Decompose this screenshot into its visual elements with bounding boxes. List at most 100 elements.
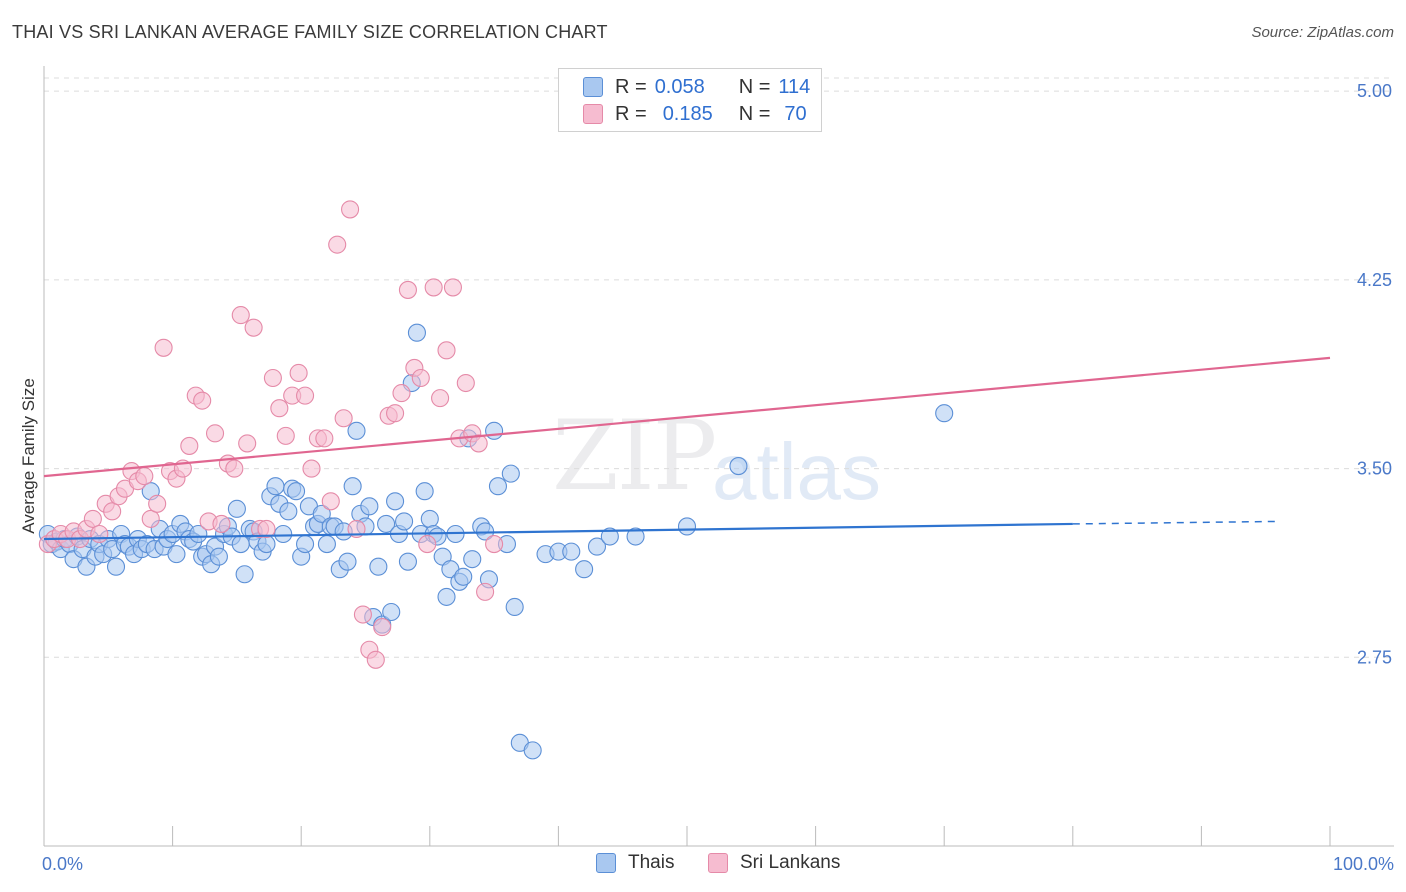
sri-lankan-point: [476, 582, 495, 601]
sri-lankan-point: [302, 459, 321, 478]
thai-point: [287, 482, 306, 501]
legend-n-label: N =: [738, 102, 771, 125]
series-legend-label: Sri Lankans: [740, 852, 841, 873]
thai-point: [106, 557, 126, 576]
thai-point: [209, 547, 228, 566]
sri-lankan-swatch: [583, 104, 603, 124]
thai-point: [227, 499, 246, 518]
sri-lankan-point: [205, 424, 225, 443]
thai-point: [398, 552, 417, 571]
thai-point: [296, 535, 315, 554]
sri-lankan-points: [38, 200, 504, 669]
thai-point: [369, 557, 388, 576]
thai-point: [437, 587, 456, 606]
thai-trend-extension: [1072, 520, 1279, 525]
thai-point: [677, 517, 697, 536]
y-tick-label: 2.75: [1357, 647, 1392, 667]
thai-point: [231, 535, 250, 554]
series-legend: Thais Sri Lankans: [0, 852, 1406, 878]
thai-point: [360, 497, 379, 516]
thai-point: [587, 537, 607, 556]
thai-point: [626, 527, 645, 546]
sri-lankan-point: [485, 535, 504, 554]
thai-point: [407, 323, 426, 342]
thai-swatch: [583, 77, 603, 97]
sri-lankan-point: [398, 280, 417, 299]
trend-lines: [43, 356, 1331, 541]
thai-point: [485, 421, 504, 440]
y-tick-label: 4.25: [1357, 270, 1392, 290]
legend-r-label: R =: [615, 102, 647, 125]
sri-lankan-point: [456, 373, 475, 393]
thai-point: [167, 545, 186, 564]
sri-lankan-point: [334, 409, 353, 428]
y-tick-labels: 5.00 4.25 3.50 2.75: [1357, 81, 1392, 667]
thai-point: [420, 509, 439, 528]
sri-lankan-point: [315, 429, 334, 448]
thai-point: [415, 482, 434, 501]
sri-lankan-point: [373, 618, 392, 637]
thai-point: [382, 602, 401, 622]
sri-lankan-point: [341, 200, 360, 219]
thai-point: [505, 597, 524, 617]
sri-lankan-point: [148, 494, 167, 513]
sri-lankan-point: [90, 524, 109, 544]
legend-n-value: 70: [784, 102, 807, 125]
series-legend-label: Thais: [628, 852, 675, 873]
y-axis-label: Average Family Size: [19, 378, 38, 534]
watermark-zip: ZIP: [552, 400, 717, 512]
thai-point: [347, 421, 366, 440]
sri-lankan-point: [418, 535, 437, 554]
thai-point: [454, 567, 473, 586]
legend-n-label: N =: [738, 75, 771, 98]
sri-lankan-point: [154, 338, 173, 357]
thai-point: [501, 464, 520, 483]
thai-point: [266, 477, 285, 496]
sri-lankan-point: [437, 341, 456, 360]
legend-r-value: 0.185: [662, 102, 713, 125]
x-ticks: [43, 826, 1331, 846]
thai-points: [38, 323, 954, 760]
sri-lankan-point: [366, 650, 385, 669]
thai-trend-line: [43, 522, 1073, 541]
x-tick-label-min: 0.0%: [42, 854, 83, 874]
legend-row-sri-lankans: R = 0.185 N = 70: [583, 102, 807, 126]
legend-row-thais: R = 0.058 N = 114: [583, 75, 810, 99]
thai-point: [235, 565, 254, 584]
thai-point: [463, 550, 482, 569]
thai-point: [377, 514, 396, 533]
sri-lankan-point: [180, 436, 199, 455]
sri-lankan-point: [225, 459, 244, 478]
thai-point: [935, 404, 954, 423]
thai-point: [312, 504, 331, 523]
thai-point: [317, 535, 336, 554]
sri-lankan-swatch: [708, 853, 728, 873]
thai-point: [523, 741, 542, 760]
thai-point: [395, 512, 414, 531]
series-legend-thais[interactable]: Thais: [596, 852, 674, 874]
thai-point: [386, 492, 405, 511]
x-tick-label-max: 100.0%: [1333, 854, 1394, 874]
sri-lankan-point: [244, 318, 263, 337]
sri-lankan-point: [347, 519, 366, 539]
correlation-legend: R = 0.058 N = 114 R = 0.185 N = 70: [558, 68, 822, 132]
sri-lankan-point: [83, 509, 102, 528]
sri-lankan-point: [276, 426, 295, 445]
sri-lankan-point: [238, 434, 257, 453]
thai-point: [257, 535, 276, 554]
thai-point: [189, 524, 208, 544]
thai-point: [279, 502, 298, 521]
sri-lankan-point: [257, 519, 276, 539]
sri-lankan-point: [424, 278, 443, 297]
sri-lankan-point: [321, 492, 340, 511]
sri-lankan-point: [141, 509, 160, 528]
y-tick-label: 5.00: [1357, 81, 1392, 101]
sri-lankan-point: [296, 386, 315, 405]
sri-lankan-point: [353, 605, 372, 624]
legend-n-value: 114: [778, 75, 811, 98]
legend-r-value: 0.058: [654, 75, 705, 98]
thai-point: [343, 477, 362, 496]
series-legend-sri-lankans[interactable]: Sri Lankans: [708, 852, 840, 874]
thai-point: [274, 524, 293, 544]
